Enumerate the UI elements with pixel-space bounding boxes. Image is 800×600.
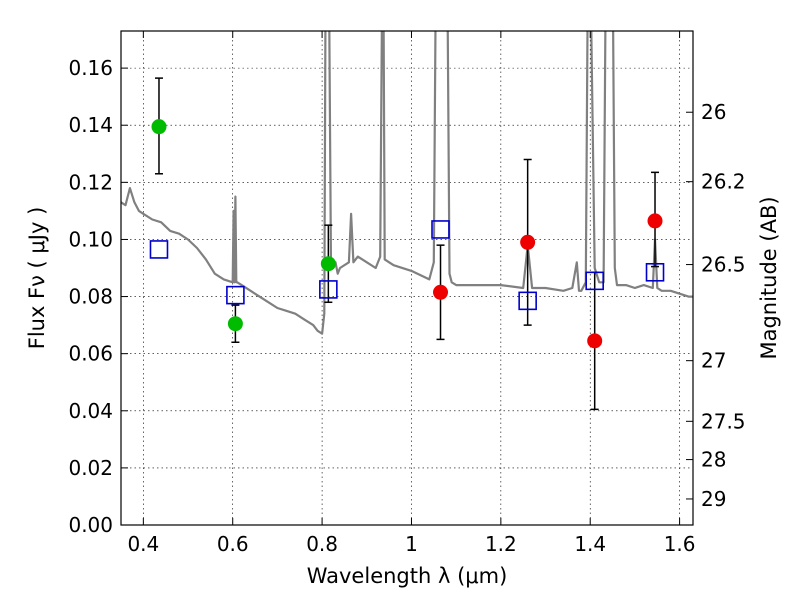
data-point-square [149, 240, 169, 259]
y2-axis-label: Magnitude (AB) [757, 196, 781, 359]
y-tick-label: 0.02 [68, 456, 113, 480]
data-point-circle [151, 119, 167, 135]
x-tick-label: 0.8 [306, 532, 338, 556]
data-point-square [319, 280, 338, 299]
x-tick-label: 0.6 [217, 532, 249, 556]
data-point-circle [227, 316, 243, 332]
data-points-layer [149, 77, 665, 411]
plot-frame [120, 30, 694, 526]
mag-tick-label: 26.5 [701, 253, 746, 277]
data-point-circle [520, 234, 536, 250]
mag-tick-label: 27.5 [701, 409, 746, 433]
data-point-circle [647, 213, 663, 229]
x-tick-label: 1.6 [664, 532, 696, 556]
x-axis-label: Wavelength λ (μm) [307, 564, 508, 588]
y-tick-label: 0.12 [68, 170, 113, 194]
x-tick-label: 1.4 [574, 532, 606, 556]
mag-tick-label: 28 [701, 448, 726, 472]
data-point-circle [587, 333, 603, 349]
data-point-circle [320, 256, 336, 272]
x-tick-label: 0.4 [127, 532, 159, 556]
y-tick-label: 0.14 [68, 113, 113, 137]
mag-tick-label: 26 [701, 100, 726, 124]
y-tick-label: 0.04 [68, 399, 113, 423]
tick-marks [121, 31, 693, 526]
y-tick-label: 0.00 [68, 513, 113, 537]
model-spectrum-line [121, 31, 693, 335]
y-axis-label: Flux Fν ( μJy ) [25, 207, 49, 350]
model-spectrum-layer [121, 31, 693, 335]
data-point-square [226, 285, 245, 305]
y-tick-label: 0.08 [68, 285, 113, 309]
data-point-square [431, 220, 450, 239]
y-tick-label: 0.16 [68, 56, 113, 80]
data-point-square [645, 262, 665, 282]
plot-background [121, 31, 693, 525]
mag-tick-label: 29 [701, 487, 726, 511]
y-tick-label: 0.06 [68, 342, 113, 366]
mag-tick-label: 27 [701, 349, 726, 373]
y-tick-label: 0.10 [68, 227, 113, 251]
x-tick-label: 1 [405, 532, 418, 556]
x-tick-label: 1.2 [485, 532, 517, 556]
data-point-circle [433, 284, 449, 300]
mag-tick-label: 26.2 [701, 170, 746, 194]
data-point-square [585, 271, 604, 291]
data-point-square [518, 291, 537, 311]
